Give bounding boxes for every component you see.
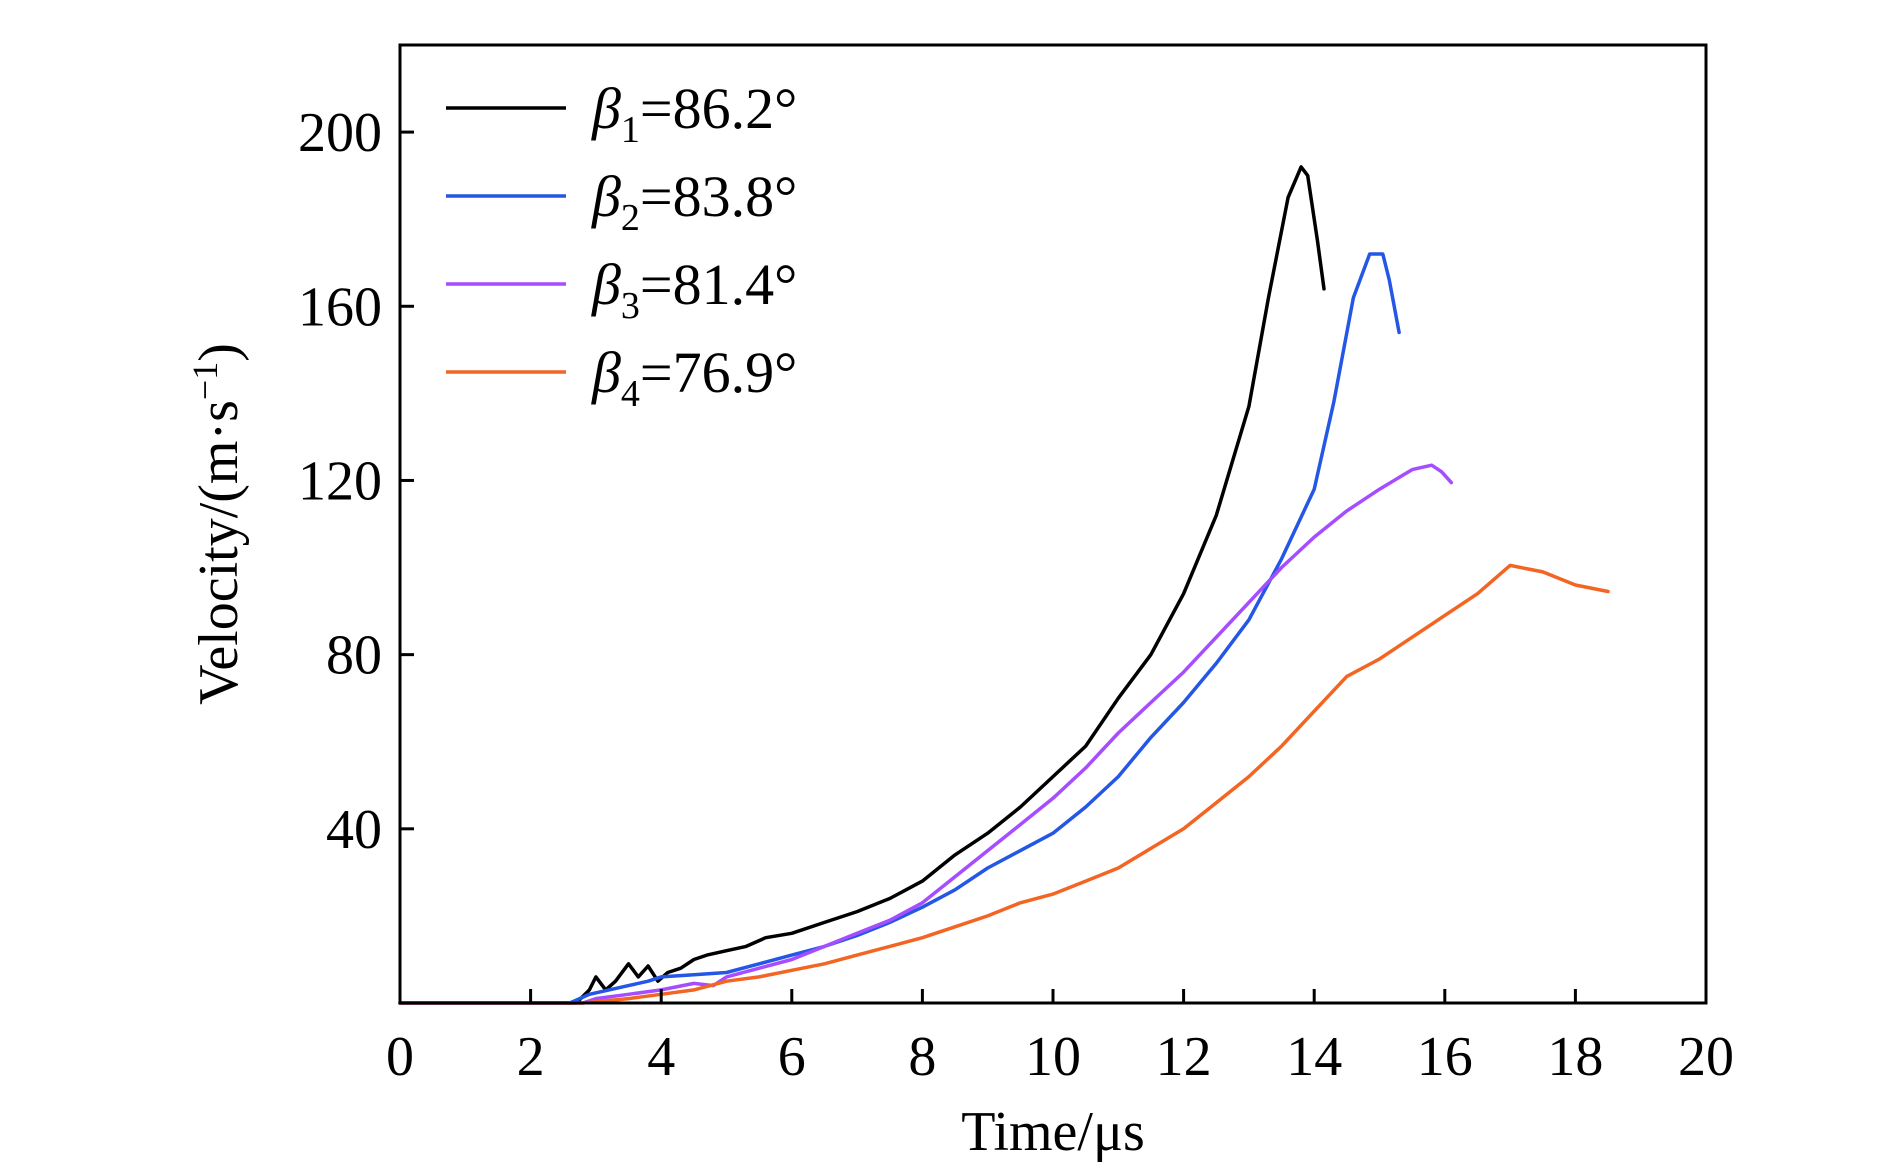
legend-symbol: β <box>591 340 621 405</box>
legend-label-3: β3=81.4° <box>591 252 797 327</box>
y-tick-label: 80 <box>326 625 382 687</box>
legend-label-2: β2=83.8° <box>591 164 797 239</box>
series-line-3 <box>398 463 1454 1005</box>
legend-symbol: β <box>591 252 621 317</box>
legend-subscript: 3 <box>621 285 640 327</box>
x-tick-label: 2 <box>517 1026 545 1088</box>
y-axis-label: Velocity/(m·s−1) <box>185 343 250 705</box>
legend: β1=86.2°β2=83.8°β3=81.4°β4=76.9° <box>446 76 797 415</box>
series-line-2 <box>398 252 1401 1005</box>
y-tick-label: 160 <box>298 276 382 338</box>
y-axis-label-superscript: −1 <box>185 362 225 400</box>
x-tick-label: 8 <box>908 1026 936 1088</box>
series-layer <box>398 165 1610 1005</box>
legend-label-4: β4=76.9° <box>591 340 797 415</box>
x-tick-label: 4 <box>647 1026 675 1088</box>
legend-subscript: 2 <box>621 197 640 239</box>
x-tick-label: 12 <box>1156 1026 1212 1088</box>
y-tick-label: 200 <box>298 102 382 164</box>
series-line-1 <box>398 165 1326 1005</box>
x-axis-label: Time/μs <box>961 1101 1145 1163</box>
x-tick-label: 20 <box>1678 1026 1734 1088</box>
legend-value: =83.8° <box>640 164 797 229</box>
legend-subscript: 1 <box>621 109 640 151</box>
x-tick-label: 0 <box>386 1026 414 1088</box>
x-tick-label: 10 <box>1025 1026 1081 1088</box>
legend-value: =86.2° <box>640 76 797 141</box>
legend-value: =76.9° <box>640 340 797 405</box>
x-tick-label: 16 <box>1417 1026 1473 1088</box>
y-axis-label-text: Velocity/(m·s <box>188 400 250 705</box>
x-tick-label: 6 <box>778 1026 806 1088</box>
y-tick-label: 40 <box>326 799 382 861</box>
y-tick-label: 120 <box>298 450 382 512</box>
x-tick-label: 18 <box>1547 1026 1603 1088</box>
legend-subscript: 4 <box>621 373 640 415</box>
legend-label-1: β1=86.2° <box>591 76 797 151</box>
series-line-4 <box>398 563 1610 1005</box>
legend-symbol: β <box>591 164 621 229</box>
legend-value: =81.4° <box>640 252 797 317</box>
legend-symbol: β <box>591 76 621 141</box>
y-axis-label-close: ) <box>188 343 250 362</box>
x-tick-label: 14 <box>1286 1026 1342 1088</box>
